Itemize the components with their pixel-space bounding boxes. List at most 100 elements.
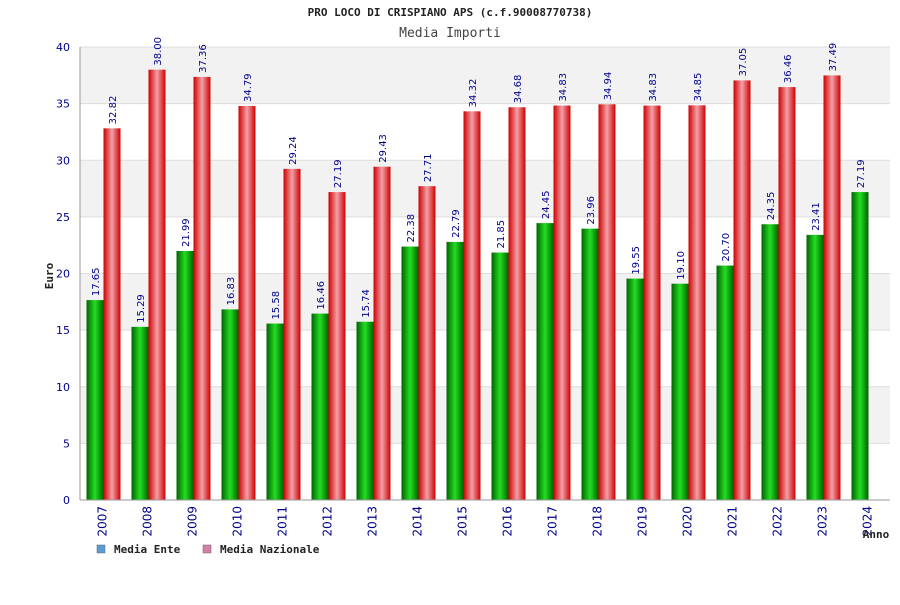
data-label: 15.58 (271, 291, 282, 320)
bars (86, 69, 869, 501)
plot-band (80, 160, 890, 217)
data-label: 22.79 (451, 209, 462, 238)
data-label: 16.83 (226, 277, 237, 306)
legend-swatch (202, 544, 212, 554)
bar-media-ente-2020 (671, 283, 689, 500)
x-tick-label: 2022 (771, 506, 785, 537)
x-tick-label: 2020 (681, 506, 695, 537)
data-labels: 17.65 32.82 15.29 38.00 21.99 37.36 16.83 34.79… (91, 37, 867, 323)
bar-media-ente-2018 (581, 228, 599, 500)
data-label: 37.49 (828, 43, 839, 72)
bar-media-nazionale-2015 (463, 111, 481, 501)
y-tick-label: 20 (56, 268, 70, 281)
data-label: 38.00 (153, 37, 164, 66)
data-label: 34.79 (243, 73, 254, 102)
data-label: 34.94 (603, 72, 614, 101)
bar-media-ente-2016 (491, 252, 509, 500)
bar-media-nazionale-2019 (643, 105, 661, 501)
plot-band (80, 330, 890, 387)
x-tick-label: 2008 (141, 506, 155, 537)
plot-band (80, 386, 890, 444)
y-tick-label: 0 (63, 494, 70, 507)
chart-subtitle: Media Importi (399, 26, 501, 41)
bar-media-nazionale-2023 (823, 75, 841, 500)
bar-media-nazionale-2016 (508, 107, 526, 501)
plot-band (80, 443, 890, 500)
data-label: 37.05 (738, 48, 749, 77)
y-tick-label: 15 (56, 324, 70, 337)
bar-media-nazionale-2008 (148, 69, 166, 501)
x-tick-label: 2024 (861, 506, 875, 537)
data-label: 16.46 (316, 281, 327, 310)
data-label: 29.24 (288, 136, 299, 165)
data-label: 17.65 (91, 267, 102, 296)
data-label: 34.68 (513, 75, 524, 104)
bar-media-nazionale-2017 (553, 105, 571, 501)
x-tick-label: 2010 (231, 506, 245, 537)
data-label: 34.32 (468, 79, 479, 108)
plot-band (80, 273, 890, 331)
bar-media-nazionale-2018 (598, 104, 616, 500)
bar-media-ente-2013 (356, 321, 374, 500)
data-label: 22.38 (406, 214, 417, 243)
x-tick-label: 2013 (366, 506, 380, 537)
bar-media-ente-2009 (176, 250, 194, 500)
x-tick-label: 2012 (321, 506, 335, 537)
x-tick-label: 2017 (546, 506, 560, 537)
bar-media-ente-2021 (716, 265, 734, 500)
x-tick-label: 2007 (96, 506, 110, 537)
y-tick-label: 30 (56, 154, 70, 167)
data-label: 27.19 (856, 159, 867, 188)
chart-title: PRO LOCO DI CRISPIANO APS (c.f.900087707… (308, 6, 593, 19)
plot-background (80, 47, 890, 500)
legend: Media Ente Media Nazionale (96, 543, 320, 556)
bar-media-ente-2007 (86, 300, 104, 500)
bar-media-ente-2008 (131, 326, 149, 500)
bar-media-ente-2022 (761, 224, 779, 500)
legend-label: Media Ente (114, 543, 181, 556)
data-label: 36.46 (783, 54, 794, 83)
bar-media-nazionale-2010 (238, 106, 256, 501)
data-label: 34.83 (648, 73, 659, 102)
y-tick-label: 35 (56, 98, 70, 111)
x-tick-label: 2015 (456, 506, 470, 537)
x-tick-label: 2018 (591, 506, 605, 537)
data-label: 21.85 (496, 220, 507, 249)
data-label: 24.35 (766, 192, 777, 221)
bar-media-ente-2015 (446, 241, 464, 500)
data-label: 29.43 (378, 134, 389, 163)
bar-media-nazionale-2007 (103, 128, 121, 500)
plot-band (80, 103, 890, 161)
bar-media-nazionale-2009 (193, 76, 211, 500)
data-label: 15.29 (136, 294, 147, 323)
data-label: 34.83 (558, 73, 569, 102)
x-tick-label: 2014 (411, 506, 425, 537)
data-label: 27.71 (423, 154, 434, 183)
y-tick-label: 5 (63, 437, 70, 450)
bar-media-ente-2014 (401, 246, 419, 500)
data-label: 37.36 (198, 44, 209, 73)
x-tick-label: 2019 (636, 506, 650, 537)
data-label: 27.19 (333, 159, 344, 188)
x-tick-label: 2011 (276, 506, 290, 537)
plot-band (80, 47, 890, 104)
y-tick-label: 25 (56, 211, 70, 224)
bar-media-ente-2023 (806, 234, 824, 500)
data-label: 15.74 (361, 289, 372, 318)
x-tick-label: 2023 (816, 506, 830, 537)
data-label: 24.45 (541, 190, 552, 219)
y-tick-label: 10 (56, 381, 70, 394)
legend-label: Media Nazionale (220, 543, 320, 556)
legend-swatch (96, 544, 106, 554)
x-tick-label: 2009 (186, 506, 200, 537)
data-label: 20.70 (721, 233, 732, 262)
bar-media-nazionale-2020 (688, 105, 706, 500)
bar-media-ente-2010 (221, 309, 239, 500)
x-axis-label: Anno (863, 528, 890, 541)
data-label: 23.96 (586, 196, 597, 225)
data-label: 34.85 (693, 73, 704, 102)
bar-media-nazionale-2013 (373, 166, 391, 500)
bar-media-nazionale-2011 (283, 168, 301, 500)
